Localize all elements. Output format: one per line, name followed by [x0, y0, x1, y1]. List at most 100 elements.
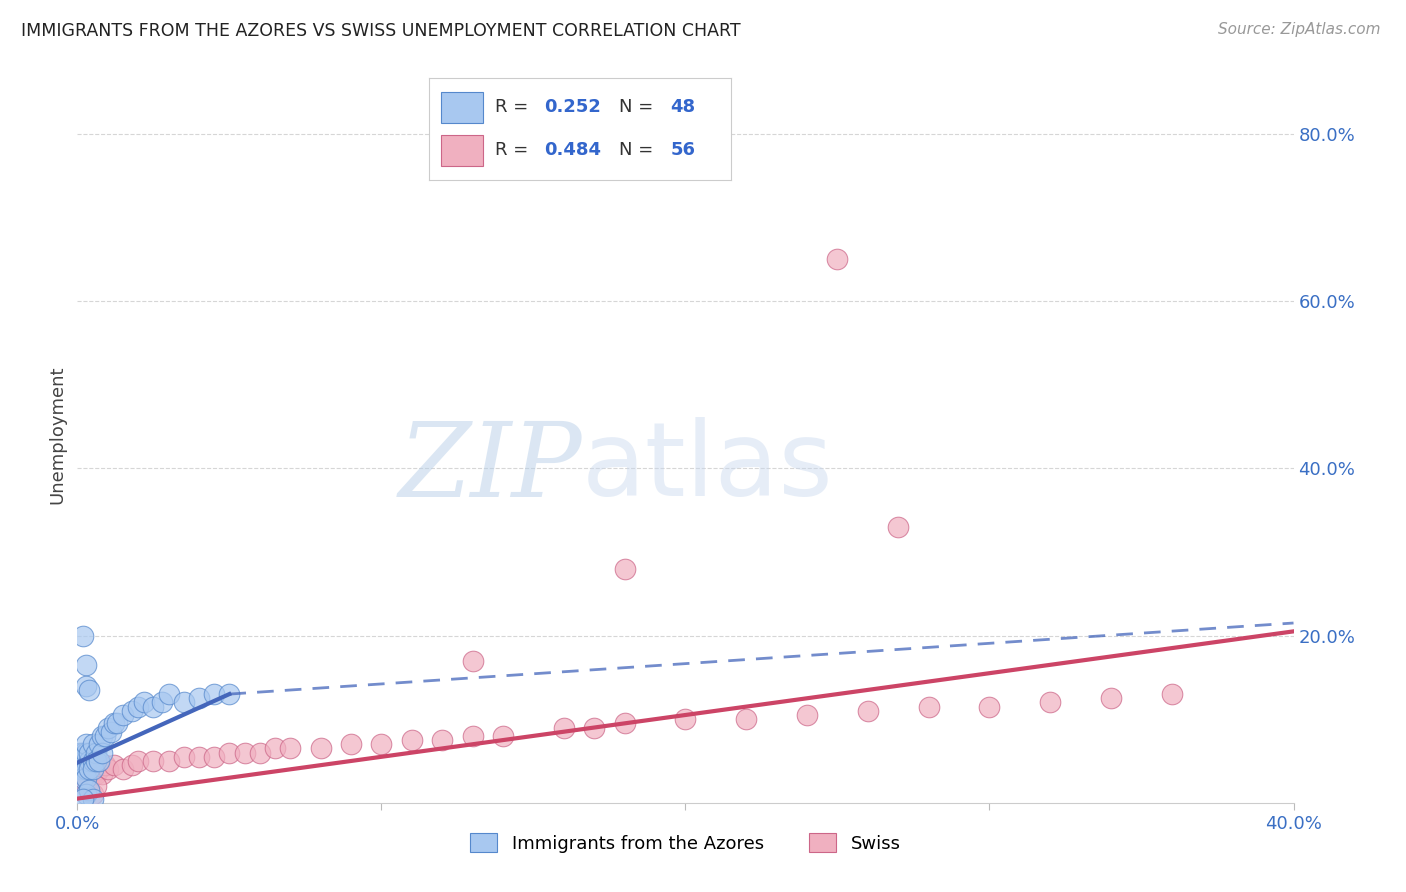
Point — [157, 754, 180, 768]
Point — [553, 721, 575, 735]
Bar — [441, 135, 484, 166]
Point — [430, 733, 453, 747]
Point — [82, 766, 104, 780]
Point — [79, 783, 101, 797]
Point — [75, 762, 97, 776]
Point — [309, 741, 332, 756]
Point — [69, 771, 91, 785]
Point — [75, 737, 97, 751]
Point — [84, 766, 107, 780]
Point — [69, 762, 91, 776]
Point — [370, 737, 392, 751]
Point — [79, 783, 101, 797]
Point — [79, 682, 101, 697]
Point — [87, 754, 110, 768]
Point — [173, 749, 195, 764]
Point — [121, 704, 143, 718]
Point — [105, 716, 128, 731]
Point — [82, 791, 104, 805]
Point — [90, 766, 112, 780]
Point — [461, 654, 484, 668]
Point — [75, 762, 97, 776]
Point — [856, 704, 879, 718]
Point — [152, 696, 174, 710]
Point — [142, 699, 165, 714]
Point — [121, 758, 143, 772]
Point — [82, 762, 104, 776]
Point — [173, 696, 195, 710]
Y-axis label: Unemployment: Unemployment — [48, 366, 66, 504]
Point — [72, 771, 94, 785]
Point — [79, 758, 101, 772]
Point — [84, 754, 107, 768]
Point — [90, 729, 112, 743]
Point — [675, 712, 697, 726]
Point — [461, 729, 484, 743]
Point — [142, 754, 165, 768]
Point — [87, 737, 110, 751]
Point — [72, 754, 94, 768]
Text: atlas: atlas — [582, 417, 834, 518]
Point — [202, 687, 225, 701]
Text: 48: 48 — [671, 98, 696, 116]
Point — [401, 733, 423, 747]
Point — [75, 657, 97, 672]
Point — [72, 746, 94, 760]
Point — [72, 762, 94, 776]
Point — [827, 252, 849, 267]
Point — [75, 788, 97, 802]
Point — [202, 749, 225, 764]
Point — [97, 762, 120, 776]
Point — [613, 562, 636, 576]
Point — [1099, 691, 1122, 706]
Point — [100, 724, 122, 739]
Point — [84, 746, 107, 760]
Point — [111, 708, 134, 723]
Point — [90, 746, 112, 760]
Point — [264, 741, 287, 756]
Text: ZIP: ZIP — [398, 417, 582, 519]
Point — [97, 721, 120, 735]
Point — [75, 771, 97, 785]
Point — [75, 679, 97, 693]
Point — [72, 791, 94, 805]
Point — [583, 721, 606, 735]
Point — [93, 758, 115, 772]
Point — [979, 699, 1001, 714]
Point — [1161, 687, 1184, 701]
Point — [69, 746, 91, 760]
Point — [249, 746, 271, 760]
Point — [82, 762, 104, 776]
Legend: Immigrants from the Azores, Swiss: Immigrants from the Azores, Swiss — [463, 826, 908, 860]
Point — [79, 754, 101, 768]
Text: 0.252: 0.252 — [544, 98, 600, 116]
Bar — [441, 92, 484, 123]
Point — [82, 788, 104, 802]
Point — [918, 699, 941, 714]
Point — [75, 746, 97, 760]
Point — [103, 758, 125, 772]
Point — [127, 754, 149, 768]
Point — [1039, 696, 1062, 710]
Point — [613, 716, 636, 731]
Point — [93, 729, 115, 743]
Point — [340, 737, 363, 751]
Point — [72, 771, 94, 785]
Point — [157, 687, 180, 701]
Point — [796, 708, 818, 723]
Text: N =: N = — [619, 142, 654, 160]
Point — [103, 716, 125, 731]
Point — [87, 762, 110, 776]
Text: 56: 56 — [671, 142, 696, 160]
Point — [79, 762, 101, 776]
Point — [233, 746, 256, 760]
Point — [188, 691, 211, 706]
Point — [887, 520, 910, 534]
Point — [188, 749, 211, 764]
Text: 0.484: 0.484 — [544, 142, 600, 160]
Point — [735, 712, 758, 726]
Text: R =: R = — [495, 98, 529, 116]
Point — [69, 754, 91, 768]
Point — [75, 771, 97, 785]
Point — [72, 758, 94, 772]
